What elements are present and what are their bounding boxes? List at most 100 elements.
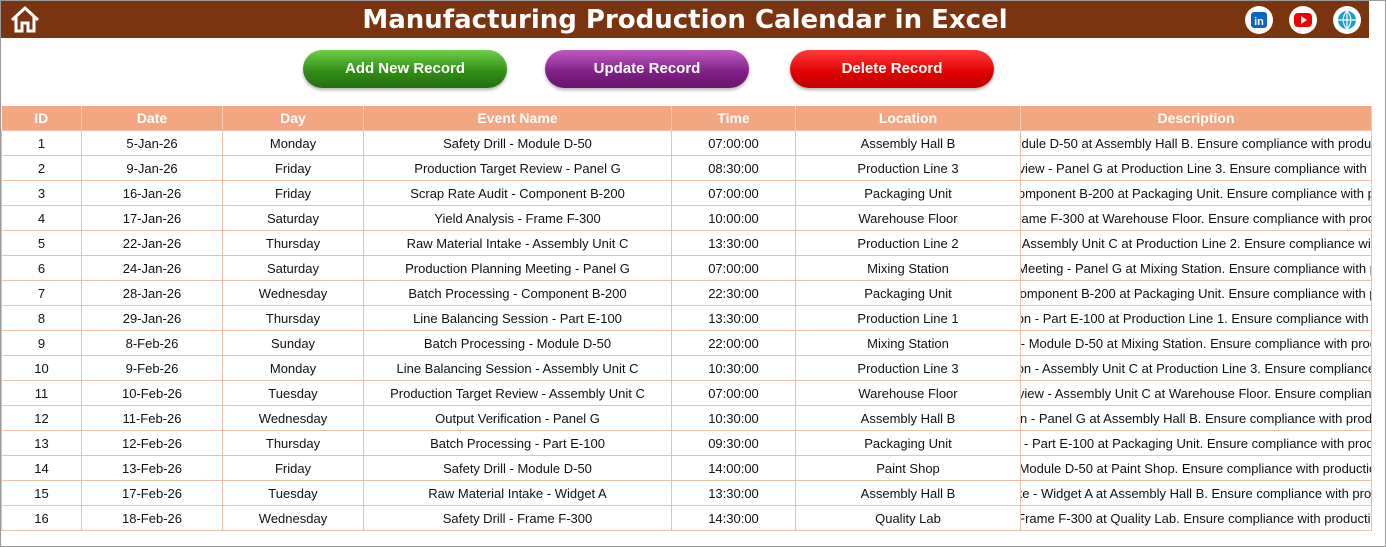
description-text: Batch Processing - Part E-100 at Packagi… <box>1022 435 1371 451</box>
home-icon[interactable] <box>9 4 41 34</box>
table-cell: Saturday <box>222 255 364 281</box>
table-cell: Wednesday <box>222 405 364 431</box>
add-button[interactable]: Add New Record <box>303 50 507 88</box>
table-cell: Output Verification - Panel G at Assembl… <box>1020 405 1372 431</box>
table-cell: Safety Drill - Module D-50 <box>363 455 672 481</box>
column-header: ID <box>1 106 82 131</box>
table-cell: 14:30:00 <box>671 505 796 531</box>
table-cell: Line Balancing Session - Part E-100 at P… <box>1020 305 1372 331</box>
table-cell: Production Target Review - Assembly Unit… <box>1020 380 1372 406</box>
table-cell: Packaging Unit <box>795 180 1021 206</box>
table-cell: Paint Shop <box>795 455 1021 481</box>
table-cell: 1 <box>1 130 82 156</box>
table-row: 6 24-Jan-26 Saturday Production Planning Me… <box>1 255 1372 281</box>
table-cell: Mixing Station <box>795 255 1021 281</box>
table-cell: 22:30:00 <box>671 280 796 306</box>
table-cell: Tuesday <box>222 380 364 406</box>
table-cell: 09:30:00 <box>671 430 796 456</box>
table-cell: Wednesday <box>222 280 364 306</box>
table-cell: Production Target Review - Assembly Unit… <box>363 380 672 406</box>
table-cell: 13:30:00 <box>671 480 796 506</box>
table-row: 11 10-Feb-26 Tuesday Production Target Revi… <box>1 380 1372 406</box>
table-cell: Line Balancing Session - Assembly Unit C <box>363 355 672 381</box>
table-row: 12 11-Feb-26 Wednesday Output Verification … <box>1 405 1372 431</box>
table-cell: Raw Material Intake - Assembly Unit C <box>363 230 672 256</box>
description-text: Safety Drill - Module D-50 at Assembly H… <box>1021 135 1372 151</box>
table-row: 5 22-Jan-26 Thursday Raw Material Intake - … <box>1 230 1372 256</box>
table-cell: 17-Feb-26 <box>81 480 223 506</box>
table-cell: Safety Drill - Frame F-300 at Quality La… <box>1020 505 1372 531</box>
table-row: 1 5-Jan-26 Monday Safety Drill - Module D-5… <box>1 130 1372 156</box>
update-button[interactable]: Update Record <box>545 50 749 88</box>
table-cell: Batch Processing - Component B-200 <box>363 280 672 306</box>
column-header: Event Name <box>363 106 672 131</box>
table-row: 2 9-Jan-26 Friday Production Target Review … <box>1 155 1372 181</box>
table-cell: Production Line 2 <box>795 230 1021 256</box>
table-row: 13 12-Feb-26 Thursday Batch Processing - Pa… <box>1 430 1372 456</box>
table-cell: 16-Jan-26 <box>81 180 223 206</box>
table-cell: Thursday <box>222 230 364 256</box>
table-cell: 9-Jan-26 <box>81 155 223 181</box>
table-cell: Batch Processing - Module D-50 <box>363 330 672 356</box>
web-icon[interactable] <box>1332 5 1362 35</box>
description-text: Batch Processing - Component B-200 at Pa… <box>1022 285 1371 301</box>
table-row: 14 13-Feb-26 Friday Safety Drill - Module D… <box>1 455 1372 481</box>
table-cell: 4 <box>1 205 82 231</box>
table-cell: 17-Jan-26 <box>81 205 223 231</box>
table-cell: Quality Lab <box>795 505 1021 531</box>
table-cell: 08:30:00 <box>671 155 796 181</box>
table-cell: Raw Material Intake - Widget A <box>363 480 672 506</box>
table-cell: 6 <box>1 255 82 281</box>
table-cell: 8 <box>1 305 82 331</box>
records-table: ID Date Day Event Name Time Location Descripti… <box>1 106 1372 531</box>
table-cell: Yield Analysis - Frame F-300 <box>363 205 672 231</box>
table-cell: Production Line 1 <box>795 305 1021 331</box>
table-cell: Yield Analysis - Frame F-300 at Warehous… <box>1020 205 1372 231</box>
table-cell: 10:00:00 <box>671 205 796 231</box>
table-cell: Production Planning Meeting - Panel G at… <box>1020 255 1372 281</box>
table-cell: 7 <box>1 280 82 306</box>
column-header: Date <box>81 106 223 131</box>
table-row: 9 8-Feb-26 Sunday Batch Processing - Module… <box>1 330 1372 356</box>
table-row: 15 17-Feb-26 Tuesday Raw Material Intake - … <box>1 480 1372 506</box>
table-cell: Line Balancing Session - Part E-100 <box>363 305 672 331</box>
description-text: Batch Processing - Module D-50 at Mixing… <box>1020 335 1371 351</box>
linkedin-icon[interactable]: in <box>1244 5 1274 35</box>
table-cell: 22:00:00 <box>671 330 796 356</box>
table-cell: Packaging Unit <box>795 430 1021 456</box>
table-cell: Line Balancing Session - Assembly Unit C… <box>1020 355 1372 381</box>
table-cell: Production Planning Meeting - Panel G <box>363 255 672 281</box>
table-cell: 10 <box>1 355 82 381</box>
table-cell: Warehouse Floor <box>795 380 1021 406</box>
table-cell: 22-Jan-26 <box>81 230 223 256</box>
table-row: 16 18-Feb-26 Wednesday Safety Drill - Frame… <box>1 505 1372 531</box>
table-cell: Friday <box>222 155 364 181</box>
delete-button[interactable]: Delete Record <box>790 50 994 88</box>
table-cell: Safety Drill - Module D-50 at Paint Shop… <box>1020 455 1372 481</box>
table-cell: Monday <box>222 130 364 156</box>
table-cell: Scrap Rate Audit - Component B-200 at Pa… <box>1020 180 1372 206</box>
description-text: Yield Analysis - Frame F-300 at Warehous… <box>1021 210 1371 226</box>
table-cell: 18-Feb-26 <box>81 505 223 531</box>
table-cell: Tuesday <box>222 480 364 506</box>
table-cell: Safety Drill - Module D-50 at Assembly H… <box>1020 130 1372 156</box>
table-row: 3 16-Jan-26 Friday Scrap Rate Audit - Compo… <box>1 180 1372 206</box>
column-header: Time <box>671 106 796 131</box>
title: Manufacturing Production Calendar in Exc… <box>362 5 1008 35</box>
table-cell: 07:00:00 <box>671 180 796 206</box>
table-cell: Production Target Review - Panel G <box>363 155 672 181</box>
description-text: Scrap Rate Audit - Component B-200 at Pa… <box>1022 185 1371 201</box>
table-cell: 8-Feb-26 <box>81 330 223 356</box>
description-text: Line Balancing Session - Assembly Unit C… <box>1022 360 1372 376</box>
table-cell: 07:00:00 <box>671 255 796 281</box>
table-cell: 15 <box>1 480 82 506</box>
table-cell: 13 <box>1 430 82 456</box>
table-cell: 3 <box>1 180 82 206</box>
table-cell: 10:30:00 <box>671 355 796 381</box>
youtube-icon[interactable] <box>1288 5 1318 35</box>
table-cell: 29-Jan-26 <box>81 305 223 331</box>
table-cell: 10-Feb-26 <box>81 380 223 406</box>
table-cell: 11 <box>1 380 82 406</box>
table-cell: Monday <box>222 355 364 381</box>
